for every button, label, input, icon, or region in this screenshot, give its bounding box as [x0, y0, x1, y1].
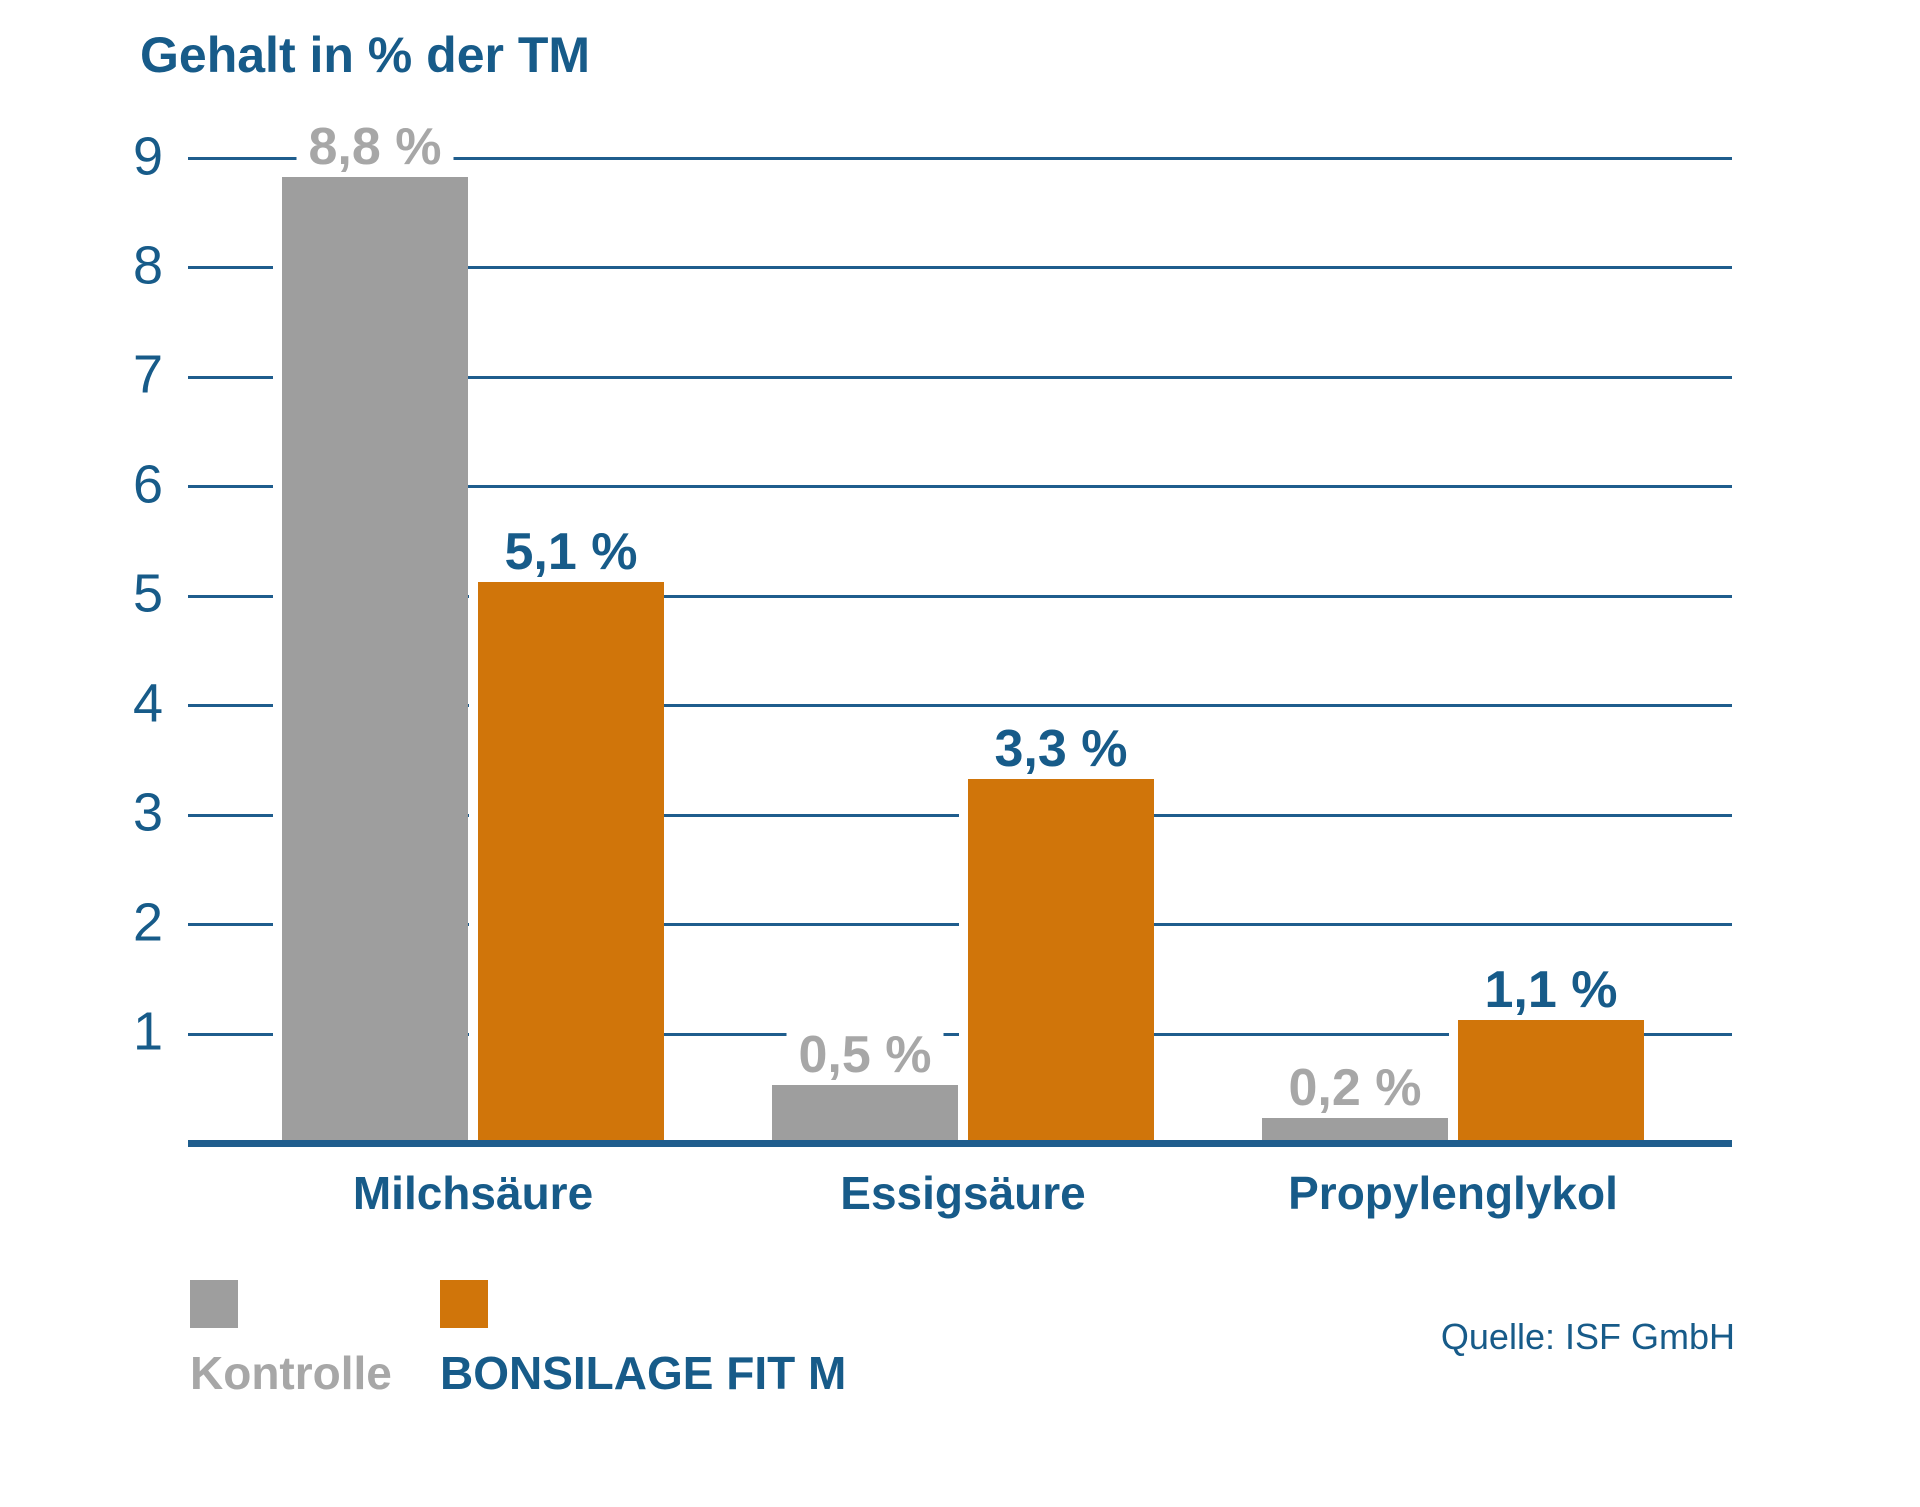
legend-item-bonsilage-fit-m: BONSILAGE FIT M — [440, 1280, 846, 1400]
gridline-9 — [188, 157, 1732, 160]
category-label-milchsaeure: Milchsäure — [352, 1167, 594, 1219]
gridline-4 — [188, 704, 1732, 707]
gridline-6 — [188, 485, 1732, 488]
y-tick-label-4: 4 — [132, 673, 163, 734]
y-tick-label-3: 3 — [132, 782, 163, 843]
bar-bonsilage-fit-m-essigsaeure — [968, 779, 1154, 1140]
value-label-kontrolle-propylenglykol: 0,2 % — [1276, 1060, 1434, 1116]
legend-swatch-kontrolle — [190, 1280, 238, 1328]
legend-label-bonsilage-fit-m: BONSILAGE FIT M — [440, 1347, 847, 1399]
x-axis-baseline — [188, 1140, 1732, 1147]
value-label-kontrolle-essigsaeure: 0,5 % — [786, 1027, 944, 1083]
bar-kontrolle-essigsaeure — [772, 1085, 958, 1140]
y-tick-label-6: 6 — [132, 454, 163, 515]
chart-title: Gehalt in % der TM — [140, 27, 591, 83]
bar-kontrolle-milchsaeure — [282, 177, 468, 1140]
category-label-essigsaeure: Essigsäure — [840, 1167, 1086, 1219]
y-tick-label-1: 1 — [132, 1001, 163, 1062]
value-label-kontrolle-milchsaeure: 8,8 % — [296, 119, 454, 175]
gridline-7 — [188, 376, 1732, 379]
bar-bonsilage-fit-m-propylenglykol — [1458, 1020, 1644, 1140]
category-label-propylenglykol: Propylenglykol — [1288, 1167, 1618, 1219]
legend-label-kontrolle: Kontrolle — [190, 1347, 392, 1399]
y-tick-label-9: 9 — [132, 126, 163, 187]
gridline-8 — [188, 266, 1732, 269]
y-tick-label-7: 7 — [132, 344, 163, 405]
y-tick-label-2: 2 — [132, 892, 163, 953]
source-note: Quelle: ISF GmbH — [1440, 1316, 1735, 1357]
legend-item-kontrolle: Kontrolle — [190, 1280, 392, 1400]
gridline-5 — [188, 595, 1732, 598]
y-tick-label-5: 5 — [132, 563, 163, 624]
y-tick-label-8: 8 — [132, 235, 163, 296]
value-label-bonsilage-fit-m-propylenglykol: 1,1 % — [1472, 962, 1630, 1018]
gridline-1 — [188, 1033, 1732, 1036]
gridline-2 — [188, 923, 1732, 926]
legend-swatch-bonsilage-fit-m — [440, 1280, 488, 1328]
value-label-bonsilage-fit-m-milchsaeure: 5,1 % — [492, 524, 650, 580]
bar-bonsilage-fit-m-milchsaeure — [478, 582, 664, 1140]
bar-kontrolle-propylenglykol — [1262, 1118, 1448, 1140]
value-label-bonsilage-fit-m-essigsaeure: 3,3 % — [982, 721, 1140, 777]
gridline-3 — [188, 814, 1732, 817]
